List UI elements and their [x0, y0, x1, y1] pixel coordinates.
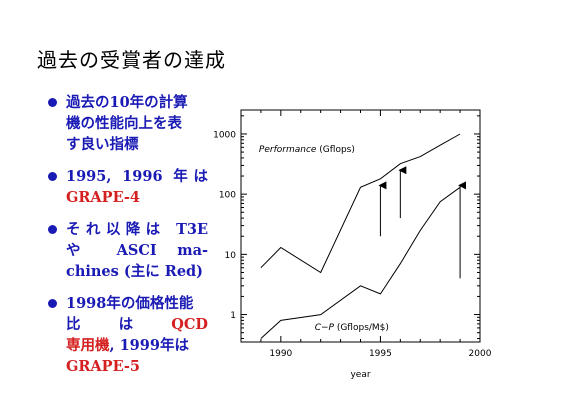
y-tick-label: 10: [225, 251, 237, 261]
bullet-text: 年は: [173, 168, 208, 185]
x-tick-label: 2000: [469, 349, 492, 359]
bullet-dot-icon: [48, 299, 57, 308]
series-label-cp-label: C−P (Gflops/M$): [315, 323, 389, 333]
bullet-line: 1995, 1996 年は: [66, 166, 208, 187]
bullet-text: ASCI: [116, 242, 157, 259]
bullet-line: 専用機, 1999年は: [66, 335, 208, 356]
bullet-text: 過去の10年の計算: [66, 94, 188, 111]
bullet-line: chines (主に Red): [66, 261, 208, 282]
bullet-item: 1995, 1996 年は GRAPE-4: [48, 166, 208, 208]
bullet-text: 1996: [122, 168, 163, 185]
slide-title: 過去の受賞者の達成: [37, 48, 226, 72]
bullet-line: す良い指標: [66, 134, 208, 155]
bullet-line: GRAPE-4: [66, 187, 208, 208]
bullet-text: chines (主に Red): [66, 263, 204, 280]
bullet-line: 機の性能向上を表: [66, 113, 208, 134]
bullet-line: それ以降は T3E: [66, 219, 208, 240]
bullet-item: 過去の10年の計算 機の性能向上を表 す良い指標: [48, 92, 208, 155]
bullet-dot-icon: [48, 225, 57, 234]
bullet-text: 機の性能向上を表: [66, 115, 182, 132]
bullet-text: それ以降は: [66, 221, 166, 238]
bullet-text: 1998年の価格性能: [66, 295, 194, 312]
bullet-text: す良い指標: [66, 136, 139, 153]
bullet-text: 1995,: [66, 168, 112, 185]
bullet-line: GRAPE-5: [66, 356, 208, 377]
bullet-line: 過去の10年の計算: [66, 92, 208, 113]
y-tick-label: 100: [219, 191, 236, 201]
bullet-text: は: [118, 316, 150, 333]
bullet-dot-icon: [48, 172, 57, 181]
bullet-text: ma-: [177, 242, 208, 259]
bullet-list: 過去の10年の計算 機の性能向上を表 す良い指標 1995, 1996 年は GRAPE…: [48, 92, 208, 388]
series-label-part: C−P: [315, 323, 335, 333]
x-tick-label: 1990: [269, 349, 292, 359]
bullet-text: 専用機: [66, 337, 110, 354]
bullet-line: 比 は QCD: [66, 314, 208, 335]
bullet-item: それ以降は T3E や ASCI ma-chines (主に Red): [48, 219, 208, 282]
bullet-text: GRAPE-5: [66, 358, 141, 375]
series-label-part: Performance: [259, 145, 317, 155]
bullet-line: や ASCI ma-: [66, 240, 208, 261]
bullet-text: 比: [66, 316, 98, 333]
series-line-performance: [260, 133, 461, 274]
bullet-text: T3E: [176, 221, 208, 238]
series-label-part: (Gflops/M$): [334, 323, 389, 333]
series-label-part: (Gflops): [316, 145, 354, 155]
bullet-line: 1998年の価格性能: [66, 293, 208, 314]
bullet-text: , 1999年は: [109, 337, 189, 354]
bullet-text: や: [66, 242, 97, 259]
y-tick-label: 1000: [213, 130, 236, 140]
y-tick-label: 1: [230, 311, 236, 321]
x-axis-label: year: [350, 370, 370, 380]
bullet-dot-icon: [48, 98, 57, 107]
bullet-text: GRAPE-4: [66, 189, 141, 206]
series-label-perf-label: Performance (Gflops): [259, 145, 355, 155]
bullet-item: 1998年の価格性能比 は QCD 専用機, 1999年は GRAPE-5: [48, 293, 208, 377]
x-tick-label: 1995: [369, 349, 392, 359]
series-line-cp: [260, 186, 461, 339]
bullet-text: QCD: [171, 316, 208, 333]
